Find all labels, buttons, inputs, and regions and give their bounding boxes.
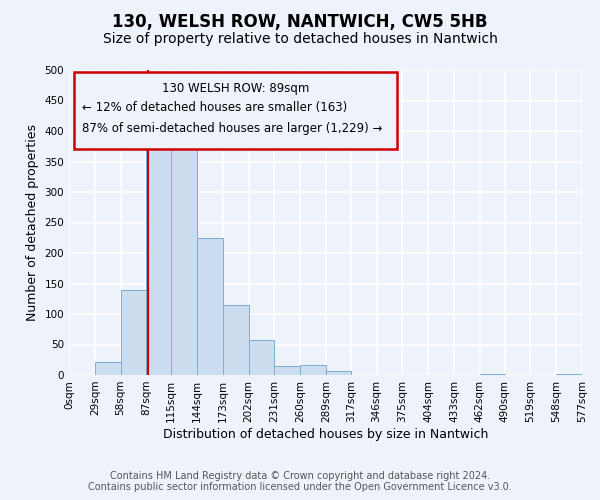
Text: ← 12% of detached houses are smaller (163): ← 12% of detached houses are smaller (16… bbox=[82, 100, 347, 114]
Bar bbox=[480, 374, 505, 375]
X-axis label: Distribution of detached houses by size in Nantwich: Distribution of detached houses by size … bbox=[163, 428, 488, 440]
Text: 130, WELSH ROW, NANTWICH, CW5 5HB: 130, WELSH ROW, NANTWICH, CW5 5HB bbox=[112, 12, 488, 30]
Bar bbox=[300, 365, 326, 375]
Bar bbox=[171, 119, 197, 375]
Bar bbox=[146, 119, 171, 375]
Bar bbox=[121, 290, 146, 375]
Text: 87% of semi-detached houses are larger (1,229) →: 87% of semi-detached houses are larger (… bbox=[82, 122, 382, 135]
Bar bbox=[326, 370, 351, 375]
Bar bbox=[274, 366, 300, 375]
Bar bbox=[197, 238, 223, 375]
Bar bbox=[248, 340, 274, 375]
Y-axis label: Number of detached properties: Number of detached properties bbox=[26, 124, 39, 321]
Bar bbox=[556, 374, 582, 375]
Text: 130 WELSH ROW: 89sqm: 130 WELSH ROW: 89sqm bbox=[162, 82, 310, 95]
Bar bbox=[223, 305, 248, 375]
FancyBboxPatch shape bbox=[74, 72, 397, 150]
Bar bbox=[95, 362, 121, 375]
Text: Contains public sector information licensed under the Open Government Licence v3: Contains public sector information licen… bbox=[88, 482, 512, 492]
Text: Contains HM Land Registry data © Crown copyright and database right 2024.: Contains HM Land Registry data © Crown c… bbox=[110, 471, 490, 481]
Text: Size of property relative to detached houses in Nantwich: Size of property relative to detached ho… bbox=[103, 32, 497, 46]
